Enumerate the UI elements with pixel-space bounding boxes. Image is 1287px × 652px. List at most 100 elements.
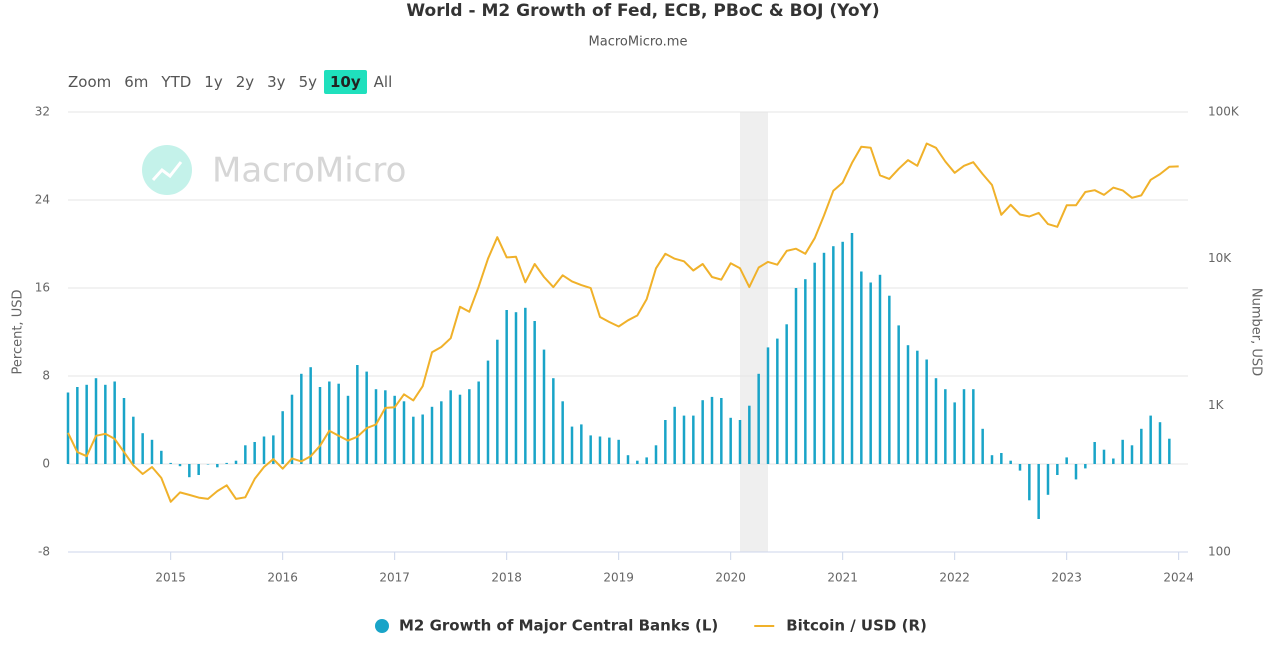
bar bbox=[253, 442, 256, 464]
range-selector: Zoom 6m YTD 1y 2y 3y 5y 10y All bbox=[62, 68, 399, 96]
bar bbox=[748, 405, 751, 464]
range-button[interactable]: YTD bbox=[161, 73, 192, 91]
bar bbox=[160, 450, 163, 464]
bar bbox=[850, 233, 854, 464]
bar bbox=[776, 338, 779, 464]
bar bbox=[542, 349, 546, 464]
bar bbox=[925, 359, 928, 464]
bar bbox=[608, 437, 611, 464]
bar bbox=[421, 414, 424, 464]
x-tick-label: 2017 bbox=[379, 571, 410, 585]
bar bbox=[169, 462, 172, 464]
bar bbox=[141, 433, 144, 464]
bar bbox=[356, 365, 359, 464]
bar bbox=[225, 462, 228, 464]
bar bbox=[234, 460, 238, 464]
x-tick-label: 2015 bbox=[155, 571, 186, 585]
bar bbox=[1121, 439, 1124, 464]
bar bbox=[94, 378, 98, 464]
range-button[interactable]: 5y bbox=[298, 73, 317, 91]
bar bbox=[636, 460, 639, 464]
plot-band bbox=[740, 112, 768, 552]
line bbox=[67, 142, 1179, 503]
bar bbox=[766, 347, 770, 464]
range-button[interactable]: 1y bbox=[204, 73, 223, 91]
range-button[interactable]: All bbox=[373, 73, 393, 91]
bar bbox=[449, 390, 452, 464]
bar bbox=[468, 389, 471, 464]
bar bbox=[486, 360, 490, 464]
y-tick-label: 16 bbox=[35, 281, 50, 295]
bar bbox=[1158, 422, 1162, 464]
bar bbox=[337, 383, 340, 464]
bar bbox=[906, 345, 910, 464]
range-button[interactable]: 2y bbox=[235, 73, 255, 91]
bar bbox=[720, 398, 723, 464]
bar bbox=[654, 445, 658, 464]
legend-marker bbox=[375, 619, 389, 633]
bar bbox=[813, 262, 816, 464]
y-tick-label: 0 bbox=[42, 457, 50, 471]
x-tick-label: 2020 bbox=[715, 571, 746, 585]
bar bbox=[1046, 464, 1050, 495]
bar bbox=[458, 394, 462, 464]
bar bbox=[272, 435, 275, 464]
bar bbox=[1037, 464, 1040, 519]
bar bbox=[645, 457, 648, 464]
x-tick-label: 2021 bbox=[827, 571, 858, 585]
y2-tick-label: 10K bbox=[1208, 251, 1232, 265]
bar bbox=[570, 426, 574, 464]
x-tick-label: 2016 bbox=[267, 571, 298, 585]
watermark: MacroMicro bbox=[212, 151, 406, 191]
watermark-logo bbox=[142, 145, 192, 195]
range-button[interactable]: 3y bbox=[267, 73, 286, 91]
bar bbox=[244, 445, 247, 464]
bar bbox=[505, 310, 508, 464]
x-tick-label: 2022 bbox=[939, 571, 970, 585]
bar bbox=[878, 274, 882, 464]
x-tick-label: 2018 bbox=[491, 571, 522, 585]
bar bbox=[197, 464, 200, 475]
bar bbox=[309, 367, 312, 464]
bar bbox=[374, 389, 378, 464]
bar bbox=[916, 350, 919, 464]
x-tick-label: 2019 bbox=[603, 571, 634, 585]
y2-tick-label: 1K bbox=[1208, 398, 1225, 412]
bar bbox=[1084, 464, 1087, 469]
y-tick-label: -8 bbox=[38, 545, 50, 559]
bar bbox=[682, 415, 686, 464]
bar bbox=[66, 392, 70, 464]
bar bbox=[832, 246, 835, 464]
range-button[interactable]: 10y bbox=[323, 70, 367, 94]
bar bbox=[290, 394, 294, 464]
bar bbox=[122, 398, 126, 464]
bar bbox=[953, 402, 956, 464]
bar bbox=[1168, 438, 1171, 464]
bar bbox=[1093, 442, 1096, 464]
bar bbox=[1018, 464, 1022, 471]
bar bbox=[673, 406, 676, 464]
bar bbox=[262, 436, 266, 464]
bar bbox=[132, 416, 135, 464]
bar bbox=[402, 401, 406, 464]
range-button[interactable]: 6m bbox=[124, 73, 149, 91]
bar bbox=[617, 439, 620, 464]
legend-label: M2 Growth of Major Central Banks (L) bbox=[399, 617, 718, 635]
bar bbox=[785, 324, 788, 464]
bar bbox=[561, 401, 564, 464]
bar bbox=[477, 381, 480, 464]
bar bbox=[85, 384, 88, 464]
bar bbox=[1140, 428, 1143, 464]
bar bbox=[757, 373, 760, 464]
bar bbox=[580, 424, 583, 464]
bar bbox=[589, 435, 592, 464]
bar bbox=[150, 439, 154, 464]
bar bbox=[178, 464, 182, 467]
bar bbox=[944, 389, 947, 464]
bar bbox=[701, 400, 704, 464]
bar bbox=[1028, 464, 1031, 501]
watermark-logo-icon bbox=[151, 161, 183, 182]
chart-subtitle: MacroMicro.me bbox=[589, 35, 688, 50]
y2-tick-label: 100 bbox=[1208, 545, 1231, 559]
